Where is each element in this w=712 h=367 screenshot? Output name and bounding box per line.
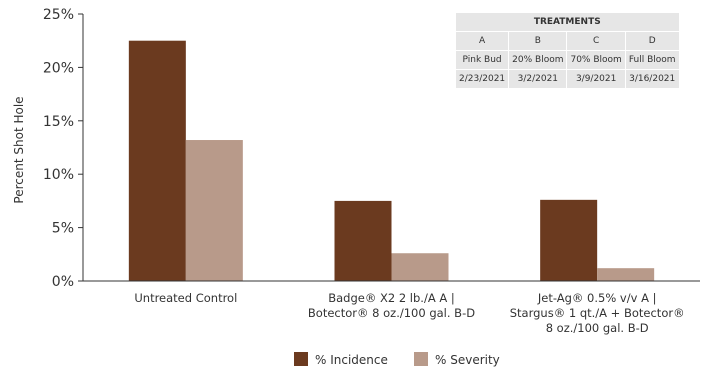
x-category-label-line: Jet-Ag® 0.5% v/v A |	[537, 291, 657, 305]
treatments-title: TREATMENTS	[455, 12, 680, 32]
legend-swatch	[414, 352, 428, 366]
y-axis-label: Percent Shot Hole	[12, 96, 26, 203]
y-tick-label: 20%	[43, 60, 74, 76]
legend-label: % Severity	[435, 353, 500, 367]
treatments-table: TREATMENTS A B C D Pink Bud 20% Bloom 70…	[454, 12, 680, 89]
legend-swatch	[294, 352, 308, 366]
x-axis: Untreated Control Badge® X2 2 lb./A A | Bo…	[83, 280, 700, 335]
x-category-label-line: Stargus® 1 qt./A + Botector®	[510, 306, 685, 320]
x-category-label-line: Untreated Control	[134, 291, 237, 305]
legend-label: % Incidence	[315, 353, 388, 367]
y-tick-label: 15%	[43, 114, 74, 130]
treatment-date-row: 2/23/2021 3/2/2021 3/9/2021 3/16/2021	[454, 69, 680, 89]
treatment-stage: Pink Bud	[454, 50, 510, 70]
x-category-label-line: Badge® X2 2 lb./A A |	[328, 291, 455, 305]
treatment-stage-row: Pink Bud 20% Bloom 70% Bloom Full Bloom	[454, 50, 680, 70]
treatment-code: C	[566, 31, 626, 51]
treatments-title-row: TREATMENTS	[455, 12, 680, 32]
bar-incidence	[128, 40, 186, 282]
y-axis: 0% 5% 10% 15% 20% 25%	[43, 7, 84, 290]
x-category-label: Badge® X2 2 lb./A A | Botector® 8 oz./100…	[308, 291, 475, 320]
bar-incidence	[334, 200, 392, 281]
x-category-label-line: Botector® 8 oz./100 gal. B-D	[308, 306, 475, 320]
treatment-date: 2/23/2021	[454, 69, 510, 89]
treatment-code: D	[624, 31, 680, 51]
treatment-stage: Full Bloom	[624, 50, 680, 70]
treatment-stage: 20% Bloom	[508, 50, 568, 70]
bar-incidence	[540, 199, 598, 281]
x-category-label: Untreated Control	[134, 291, 237, 305]
treatment-date: 3/16/2021	[624, 69, 680, 89]
y-tick-label: 0%	[52, 274, 74, 290]
treatment-stage: 70% Bloom	[566, 50, 626, 70]
y-tick-label: 25%	[43, 7, 74, 23]
x-category-label-line: 8 oz./100 gal. B-D	[546, 321, 649, 335]
bars	[128, 40, 655, 282]
treatment-code: B	[508, 31, 568, 51]
x-category-label: Jet-Ag® 0.5% v/v A | Stargus® 1 qt./A + B…	[510, 291, 685, 335]
bar-severity	[391, 253, 449, 281]
treatment-code: A	[454, 31, 510, 51]
treatment-date: 3/9/2021	[566, 69, 626, 89]
y-tick-label: 10%	[43, 167, 74, 183]
y-tick-label: 5%	[52, 221, 74, 237]
bar-severity	[185, 140, 243, 281]
bar-severity	[597, 268, 655, 281]
legend: % Incidence % Severity	[294, 352, 500, 367]
treatment-code-row: A B C D	[454, 31, 680, 51]
treatment-date: 3/2/2021	[508, 69, 568, 89]
